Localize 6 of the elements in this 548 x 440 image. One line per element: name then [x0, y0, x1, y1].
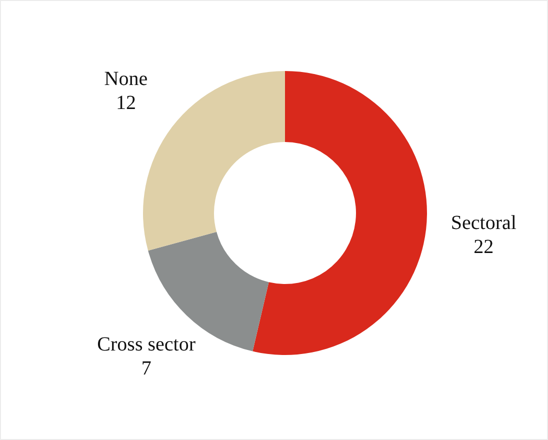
data-label: 22	[474, 236, 494, 258]
slice-label: Sectoral	[450, 212, 517, 234]
data-label: 7	[141, 357, 152, 380]
slice-label: None	[104, 68, 148, 90]
data-label: 12	[116, 92, 136, 114]
slice-label: Cross sector	[97, 333, 196, 356]
